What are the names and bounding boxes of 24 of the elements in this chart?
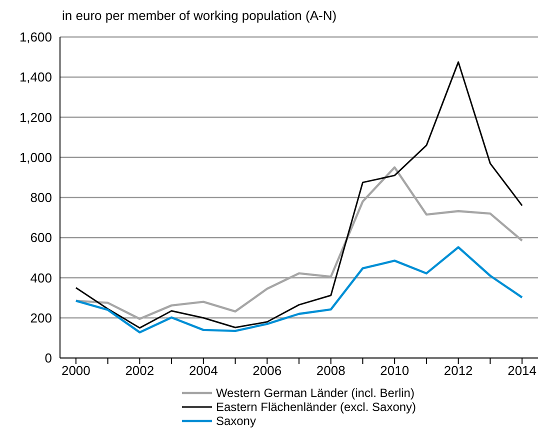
chart-title: in euro per member of working population (A-N) <box>62 8 337 23</box>
y-tick-label: 400 <box>30 270 52 286</box>
legend-label: Eastern Flächenländer (excl. Saxony) <box>216 400 416 414</box>
line-series <box>74 166 524 320</box>
y-tick-label: 1,200 <box>19 110 52 125</box>
y-tick-label: 1,400 <box>19 70 52 85</box>
line-series <box>75 61 523 329</box>
x-tick-label: 2008 <box>316 363 346 378</box>
line-series <box>74 246 524 334</box>
y-tick-label: 600 <box>30 230 52 246</box>
x-tick-label: 2006 <box>252 363 282 378</box>
legend-label: Western German Länder (incl. Berlin) <box>216 386 414 400</box>
y-tick-label: 0 <box>44 350 52 366</box>
x-tick-label: 2000 <box>61 363 90 378</box>
y-tick-label: 200 <box>30 310 52 326</box>
x-tick-label: 2010 <box>380 363 410 378</box>
x-tick-label: 2012 <box>444 363 473 378</box>
x-tick-label: 2004 <box>188 363 218 378</box>
y-tick-label: 800 <box>30 190 52 206</box>
legend-label: Saxony <box>216 414 256 428</box>
x-tick-label: 2014 <box>508 363 537 378</box>
x-tick-label: 2002 <box>125 363 154 378</box>
y-tick-label: 1,000 <box>19 150 52 165</box>
y-tick-label: 1,600 <box>19 30 52 45</box>
